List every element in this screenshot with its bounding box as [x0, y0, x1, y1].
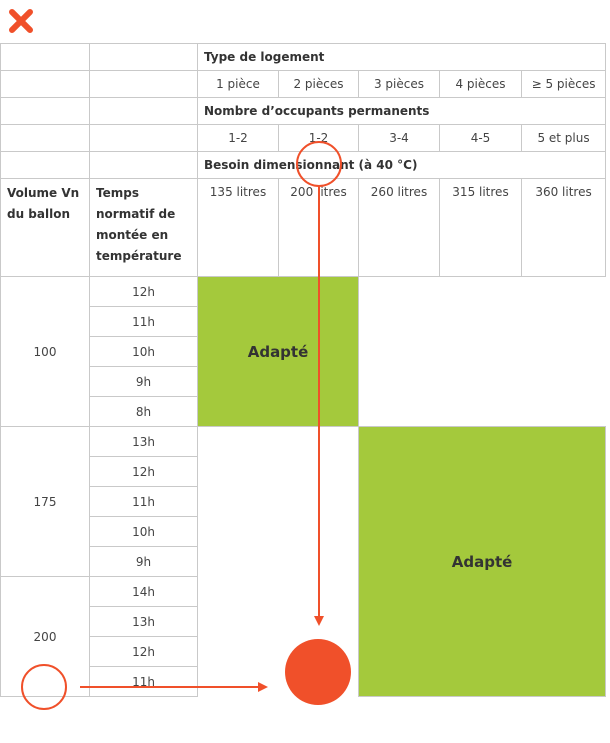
- hour-cell: 10h: [89, 336, 198, 367]
- hour-cell: 12h: [89, 456, 198, 487]
- table-row: 11h: [1, 486, 606, 517]
- besoin-header: Besoin dimensionnant (à 40 °C): [196, 151, 607, 179]
- occupants-cell: 1-2: [278, 124, 359, 152]
- table-row: 12h: [1, 636, 606, 667]
- pieces-cell: ≥ 5 pièces: [520, 70, 607, 98]
- row-type-logement: Type de logement: [0, 43, 607, 71]
- table-row: 9h: [1, 546, 606, 577]
- hour-cell: 12h: [89, 276, 198, 307]
- adapte-zone-large: Adapté: [357, 426, 607, 697]
- row-besoin-header: Besoin dimensionnant (à 40 °C): [0, 151, 607, 179]
- hour-cell: 11h: [89, 666, 198, 697]
- occupants-cell: 1-2: [197, 124, 279, 152]
- occupants-header: Nombre d’occupants permanents: [196, 97, 607, 125]
- table-row: 175 13h Adapté: [0, 426, 607, 697]
- hour-cell: 13h: [89, 606, 198, 637]
- hour-cell: 10h: [89, 516, 198, 547]
- volume-cell: 200: [0, 576, 90, 697]
- type-logement-header: Type de logement: [196, 43, 607, 71]
- table-row: 100 12h Adapté: [0, 276, 606, 427]
- hour-cell: 8h: [89, 396, 198, 427]
- occupants-cell: 5 et plus: [520, 124, 607, 152]
- table-row: 10h: [1, 336, 606, 367]
- adapte-zone-small: Adapté: [197, 276, 359, 427]
- table-row: 10h: [1, 516, 606, 547]
- table-row: 11h: [1, 666, 606, 697]
- volume-column-label: Volume Vn du ballon: [0, 178, 90, 277]
- hour-cell: 13h: [89, 426, 198, 457]
- hour-cell: 9h: [89, 366, 198, 397]
- close-icon[interactable]: [8, 8, 34, 34]
- occupants-cell: 3-4: [358, 124, 440, 152]
- besoin-cell: 260 litres: [358, 178, 440, 277]
- table-row: 13h: [1, 606, 606, 637]
- besoin-cell: 200 litres: [278, 178, 359, 277]
- pieces-cell: 2 pièces: [278, 70, 359, 98]
- volume-cell: 175: [0, 426, 90, 577]
- table-row: 12h: [1, 456, 606, 487]
- hour-cell: 14h: [89, 576, 198, 607]
- hour-cell: 9h: [89, 546, 198, 577]
- table-row: 8h: [1, 396, 606, 427]
- pieces-cell: 1 pièce: [197, 70, 279, 98]
- hour-cell: 12h: [89, 636, 198, 667]
- row-occupants-header: Nombre d’occupants permanents: [0, 97, 607, 125]
- besoin-cell: 135 litres: [197, 178, 279, 277]
- row-besoins: Volume Vn du ballon Temps normatif de mo…: [0, 178, 607, 277]
- table-row: 11h: [1, 306, 606, 337]
- row-occupants: 1-2 1-2 3-4 4-5 5 et plus: [0, 124, 607, 152]
- row-pieces: 1 pièce 2 pièces 3 pièces 4 pièces ≥ 5 p…: [0, 70, 607, 98]
- besoin-cell: 360 litres: [520, 178, 607, 277]
- pieces-cell: 3 pièces: [358, 70, 440, 98]
- sizing-table: Type de logement 1 pièce 2 pièces 3 pièc…: [0, 43, 607, 697]
- temps-column-label: Temps normatif de montée en température: [89, 178, 198, 277]
- hour-cell: 11h: [89, 486, 198, 517]
- besoin-cell: 315 litres: [439, 178, 522, 277]
- occupants-cell: 4-5: [439, 124, 522, 152]
- pieces-cell: 4 pièces: [439, 70, 522, 98]
- volume-cell: 100: [0, 276, 90, 427]
- hour-cell: 11h: [89, 306, 198, 337]
